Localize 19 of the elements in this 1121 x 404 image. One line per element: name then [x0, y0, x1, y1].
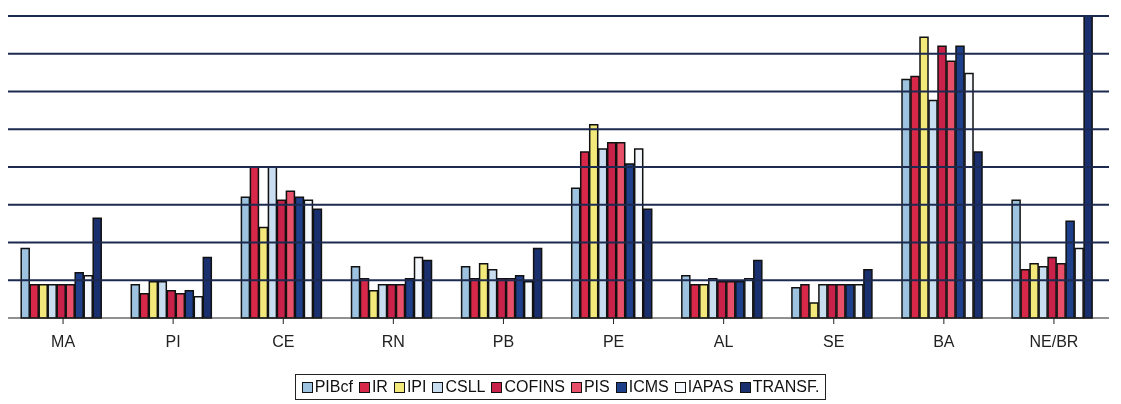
x-tick-label: CE: [272, 333, 295, 351]
legend-label: COFINS: [503, 378, 565, 396]
x-tick-label: SE: [823, 333, 845, 351]
legend-label: PIS: [582, 378, 610, 396]
legend-label: IPI: [405, 378, 427, 396]
x-tick-label: MA: [51, 333, 76, 351]
x-tick-label: PB: [492, 333, 515, 351]
legend-label: PIBcf: [313, 378, 353, 396]
x-tick-label: RN: [381, 333, 405, 351]
x-tick-label: PI: [165, 333, 181, 351]
legend-label: CSLL: [444, 378, 486, 396]
x-tick-label: NE/BR: [1029, 333, 1079, 351]
legend-label: ICMS: [627, 378, 669, 396]
legend-label: TRANSF.: [751, 378, 820, 396]
x-tick-label: AL: [713, 333, 734, 351]
x-tick-label: BA: [933, 333, 955, 351]
x-tick-label: PE: [602, 333, 625, 351]
legend-label: IR: [370, 378, 388, 396]
legend-label: IAPAS: [686, 378, 734, 396]
